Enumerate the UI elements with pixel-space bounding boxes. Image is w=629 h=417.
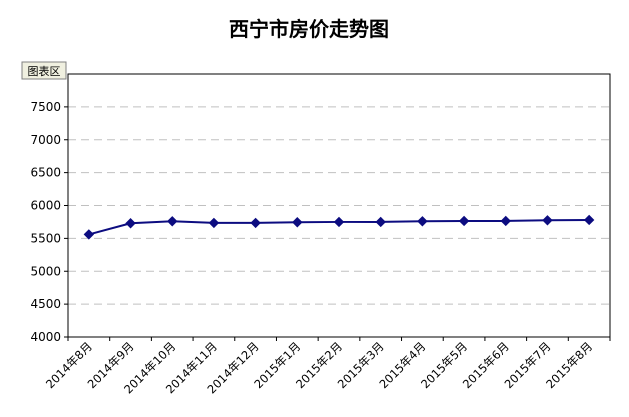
- gridlines: [68, 106, 610, 305]
- data-point[interactable]: [250, 217, 261, 229]
- data-point[interactable]: [208, 217, 220, 229]
- chart-title: 西宁市房价走势图: [229, 17, 389, 41]
- y-axis: 4000 4500 5000 5500 6000 6500 7000 7500: [30, 100, 68, 344]
- data-point[interactable]: [167, 216, 178, 227]
- data-point[interactable]: [583, 214, 595, 226]
- data-point[interactable]: [125, 218, 136, 229]
- y-tick-label: 4500: [30, 297, 61, 311]
- data-point[interactable]: [500, 215, 511, 227]
- data-point[interactable]: [417, 216, 428, 227]
- y-tick-label: 6500: [30, 166, 61, 180]
- data-point[interactable]: [458, 215, 470, 227]
- data-point[interactable]: [542, 215, 553, 226]
- y-tick-label: 7500: [30, 100, 61, 114]
- series: [83, 214, 595, 240]
- data-point[interactable]: [292, 217, 303, 228]
- chart-area-tag[interactable]: 图表区: [21, 61, 67, 80]
- y-tick-label: 5500: [30, 231, 61, 245]
- y-tick-label: 4000: [30, 330, 61, 344]
- y-tick-label: 7000: [30, 133, 61, 147]
- x-axis: 2014年8月2014年9月2014年10月2014年11月2014年12月20…: [43, 337, 611, 396]
- chart-area-tag-label: 图表区: [28, 64, 61, 78]
- data-point[interactable]: [375, 216, 386, 228]
- data-point[interactable]: [333, 216, 345, 228]
- y-tick-label: 6000: [30, 199, 61, 213]
- data-point[interactable]: [83, 229, 95, 240]
- y-tick-label: 5000: [30, 264, 61, 278]
